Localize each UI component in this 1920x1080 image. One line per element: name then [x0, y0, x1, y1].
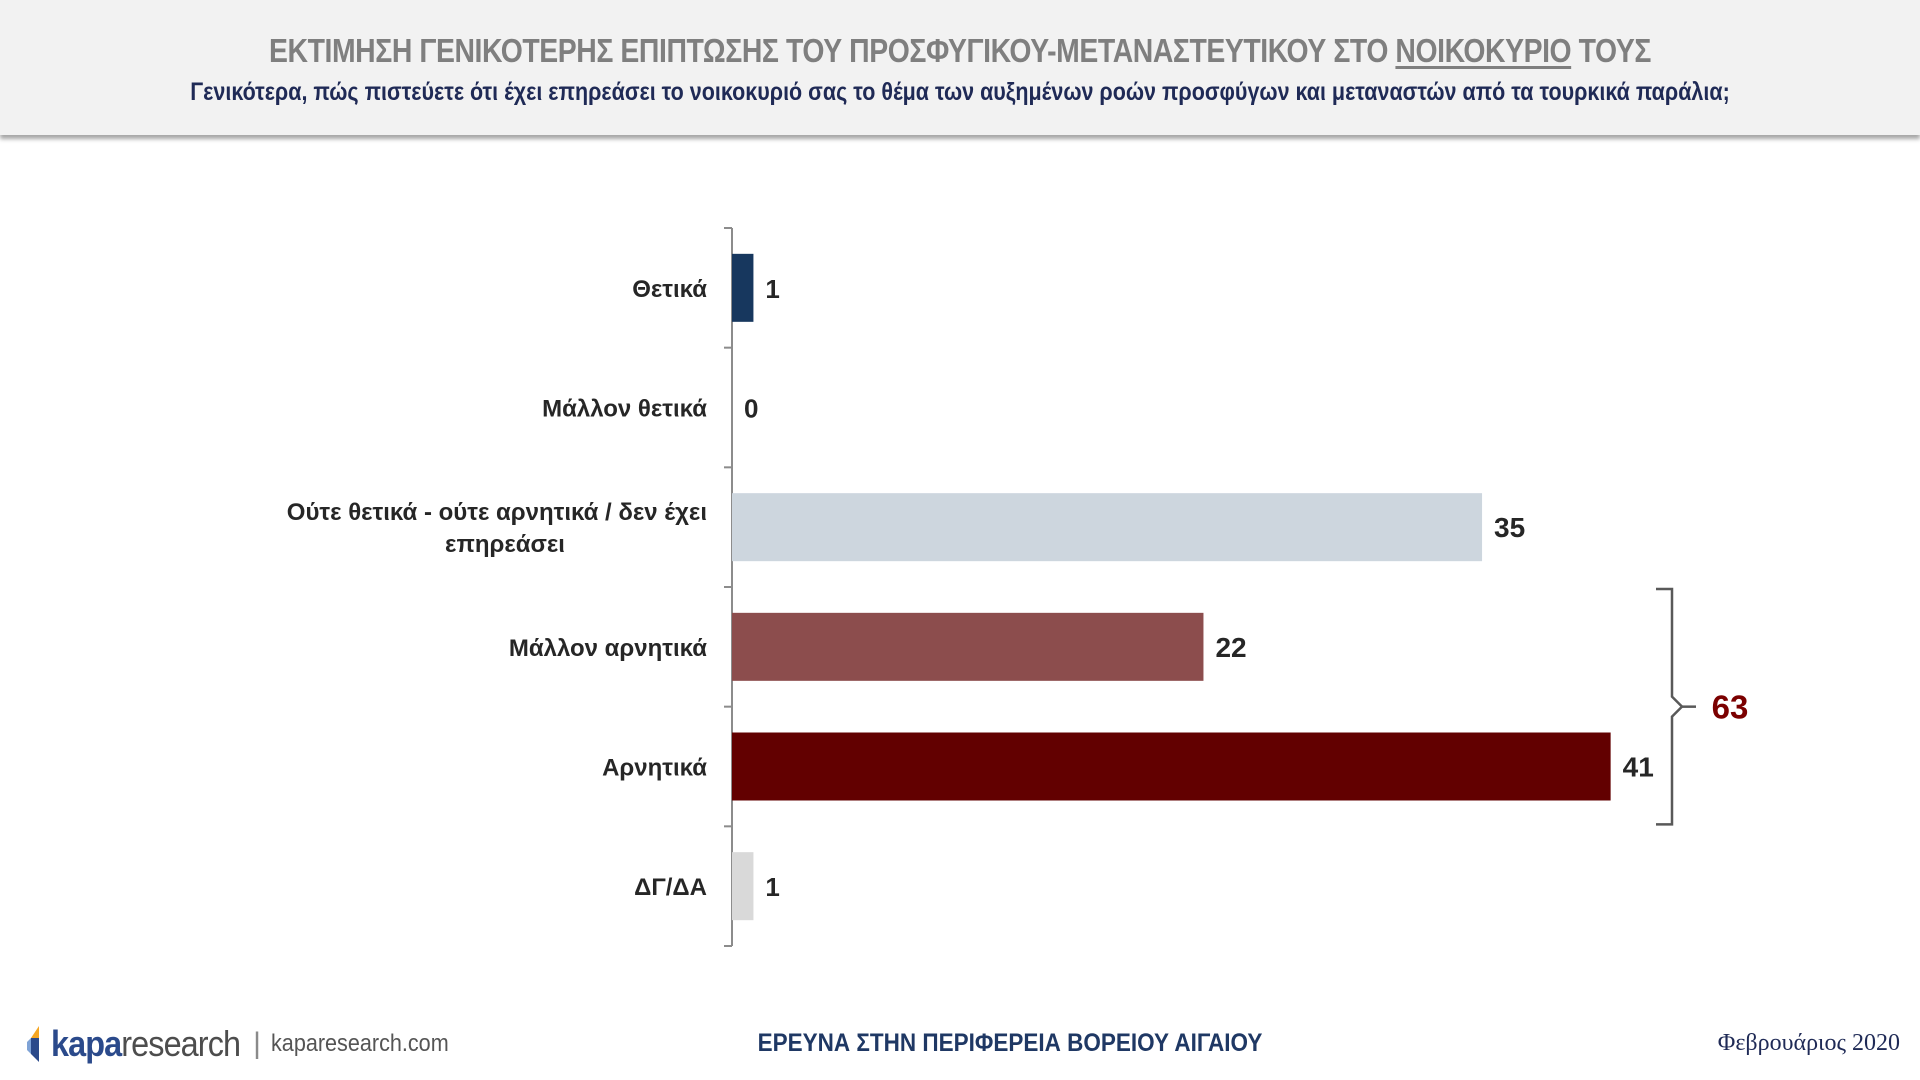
data-label-5: 1 [765, 872, 779, 902]
logo-wordmark-rest: research [121, 1023, 241, 1064]
category-label-0: Θετικά [632, 276, 707, 303]
logo-separator: | [253, 1027, 261, 1060]
category-label-2-line-0: Ούτε θετικά - ούτε αρνητικά / δεν έχει [287, 499, 707, 526]
data-label-3: 22 [1215, 632, 1246, 663]
summary-total-label: 63 [1712, 689, 1749, 726]
category-label-1: Μάλλον θετικά [542, 396, 707, 423]
logo-wordmark-bold: kapa [51, 1023, 122, 1064]
data-label-4: 41 [1623, 752, 1654, 783]
bar-2 [732, 493, 1483, 562]
page-title: ΕΚΤΙΜΗΣΗ ΓΕΝΙΚΟΤΕΡΗΣ ΕΠΙΠΤΩΣΗΣ ΤΟΥ ΠΡΟΣΦ… [134, 32, 1785, 70]
title-underlined-word: ΝΟΙΚΟΚΥΡΙΟ [1395, 32, 1572, 69]
data-label-1: 0 [744, 394, 758, 424]
data-label-2: 35 [1494, 512, 1525, 543]
survey-date: Φεβρουάριος 2020 [1717, 1030, 1900, 1056]
bar-4 [732, 732, 1611, 801]
category-label-4: Αρνητικά [602, 755, 707, 782]
data-label-0: 1 [765, 274, 779, 304]
bar-5 [732, 852, 754, 921]
logo-wordmark: kaparesearch [51, 1023, 241, 1065]
page-subtitle: Γενικότερα, πώς πιστεύετε ότι έχει επηρε… [190, 78, 1730, 106]
category-label-2-line-1: επηρεάσει [445, 531, 565, 558]
title-part: ΕΚΤΙΜΗΣΗ ΓΕΝΙΚΟΤΕΡΗΣ ΕΠΙΠΤΩΣΗΣ ΤΟΥ ΠΡΟΣΦ… [269, 32, 1396, 69]
logo-mark-icon [25, 1024, 47, 1064]
logo-url-link[interactable]: kaparesearch.com [270, 1030, 449, 1057]
bar-3 [732, 612, 1204, 681]
category-label-5: ΔΓ/ΔΑ [634, 874, 707, 901]
header-banner: ΕΚΤΙΜΗΣΗ ΓΕΝΙΚΟΤΕΡΗΣ ΕΠΙΠΤΩΣΗΣ ΤΟΥ ΠΡΟΣΦ… [0, 0, 1920, 135]
summary-bracket [1656, 587, 1684, 826]
bar-chart: 1 Θετικά 0 Μάλλον θετικά 35 Ούτε θετικά - ούτ… [287, 227, 1749, 947]
category-label-3: Μάλλον αρνητικά [509, 635, 707, 662]
kapa-research-logo[interactable]: kaparesearch | kaparesearch.com [25, 1022, 468, 1066]
title-part-end: ΤΟΥΣ [1571, 32, 1652, 69]
survey-region-caption: ΕΡΕΥΝΑ ΣΤΗΝ ΠΕΡΙΦΕΡΕΙΑ ΒΟΡΕΙΟΥ ΑΙΓΑΙΟΥ [757, 1029, 1263, 1057]
bar-0 [732, 253, 754, 322]
